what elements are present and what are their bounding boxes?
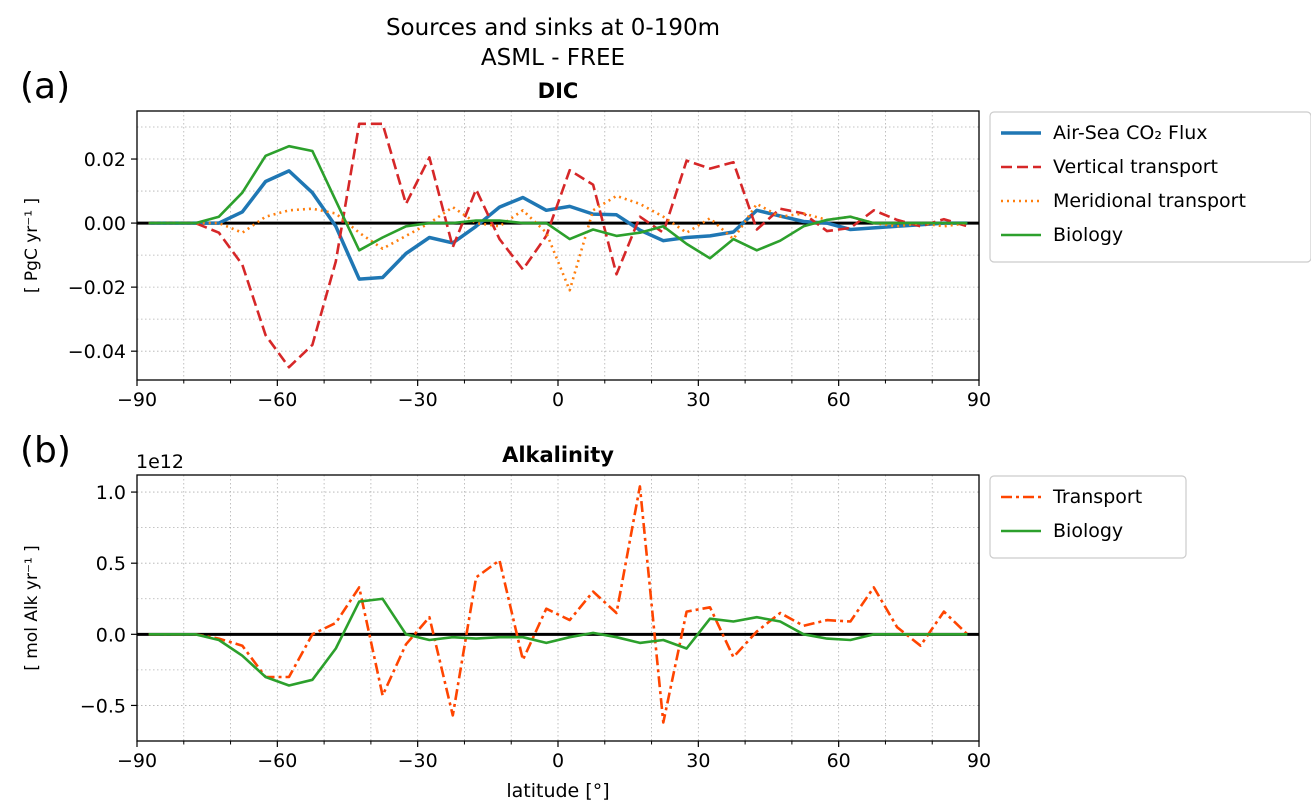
legend-label: Biology: [1053, 520, 1123, 542]
x-axis-label: latitude [°]: [506, 780, 609, 802]
x-tick-label: −90: [117, 389, 157, 411]
panel-alkalinity: (b) Alkalinity 1e12 latitude [°] −90 −60 −…: [20, 430, 1187, 802]
legend-label: Transport: [1052, 486, 1142, 508]
y-tick-label: 0.02: [84, 149, 126, 171]
x-tick-label: 90: [967, 389, 991, 411]
figure-title-line2: ASML - FREE: [481, 45, 625, 71]
y-axis-label: [ PgC yr⁻¹ ]: [22, 198, 42, 293]
y-tick-label: 0.0: [96, 624, 126, 646]
legend-label: Air-Sea CO₂ Flux: [1053, 122, 1208, 144]
series-line-biology: [148, 597, 968, 687]
x-tick-label: 30: [686, 389, 710, 411]
x-tick-label: 0: [552, 389, 564, 411]
y-tick-label: −0.5: [80, 695, 126, 717]
panel-a-title: DIC: [538, 79, 579, 103]
panel-a-letter: (a): [20, 66, 70, 107]
x-tick-label: −60: [257, 389, 297, 411]
x-tick-label: −90: [117, 750, 157, 772]
legend-label: Biology: [1053, 224, 1123, 246]
x-tick-label: −60: [257, 750, 297, 772]
series-line-biology: [148, 144, 968, 260]
legend-box: [989, 111, 1311, 263]
panel-dic: (a) DIC −90 −60 −30 0 30 60 90 −0.04 −0.02 0.00 0.…: [20, 66, 1311, 411]
x-tick-label: 90: [967, 750, 991, 772]
y-tick-label: 0.00: [84, 213, 126, 235]
series-line-air-sea-co-flux: [148, 169, 968, 281]
x-tick-label: 60: [827, 750, 851, 772]
panel-b-letter: (b): [20, 430, 71, 471]
y-tick-label: −0.02: [68, 277, 126, 299]
x-tick-label: 0: [552, 750, 564, 772]
series-line-transport: [148, 485, 969, 724]
x-tick-label: −30: [398, 389, 438, 411]
legend-label: Meridional transport: [1053, 190, 1246, 212]
y-tick-label: −0.04: [68, 341, 126, 363]
panel-b-offset-text: 1e12: [136, 451, 184, 473]
x-tick-label: 60: [827, 389, 851, 411]
x-tick-label: −30: [398, 750, 438, 772]
y-tick-label: 0.5: [96, 553, 126, 575]
legend-label: Vertical transport: [1053, 156, 1218, 178]
figure-title-line1: Sources and sinks at 0-190m: [386, 15, 720, 41]
y-axis-label: [ mol Alk yr⁻¹ ]: [22, 545, 42, 671]
x-tick-label: 30: [686, 750, 710, 772]
y-tick-label: 1.0: [96, 482, 126, 504]
series-line-vertical-transport: [148, 122, 968, 369]
panel-b-title: Alkalinity: [502, 443, 614, 467]
